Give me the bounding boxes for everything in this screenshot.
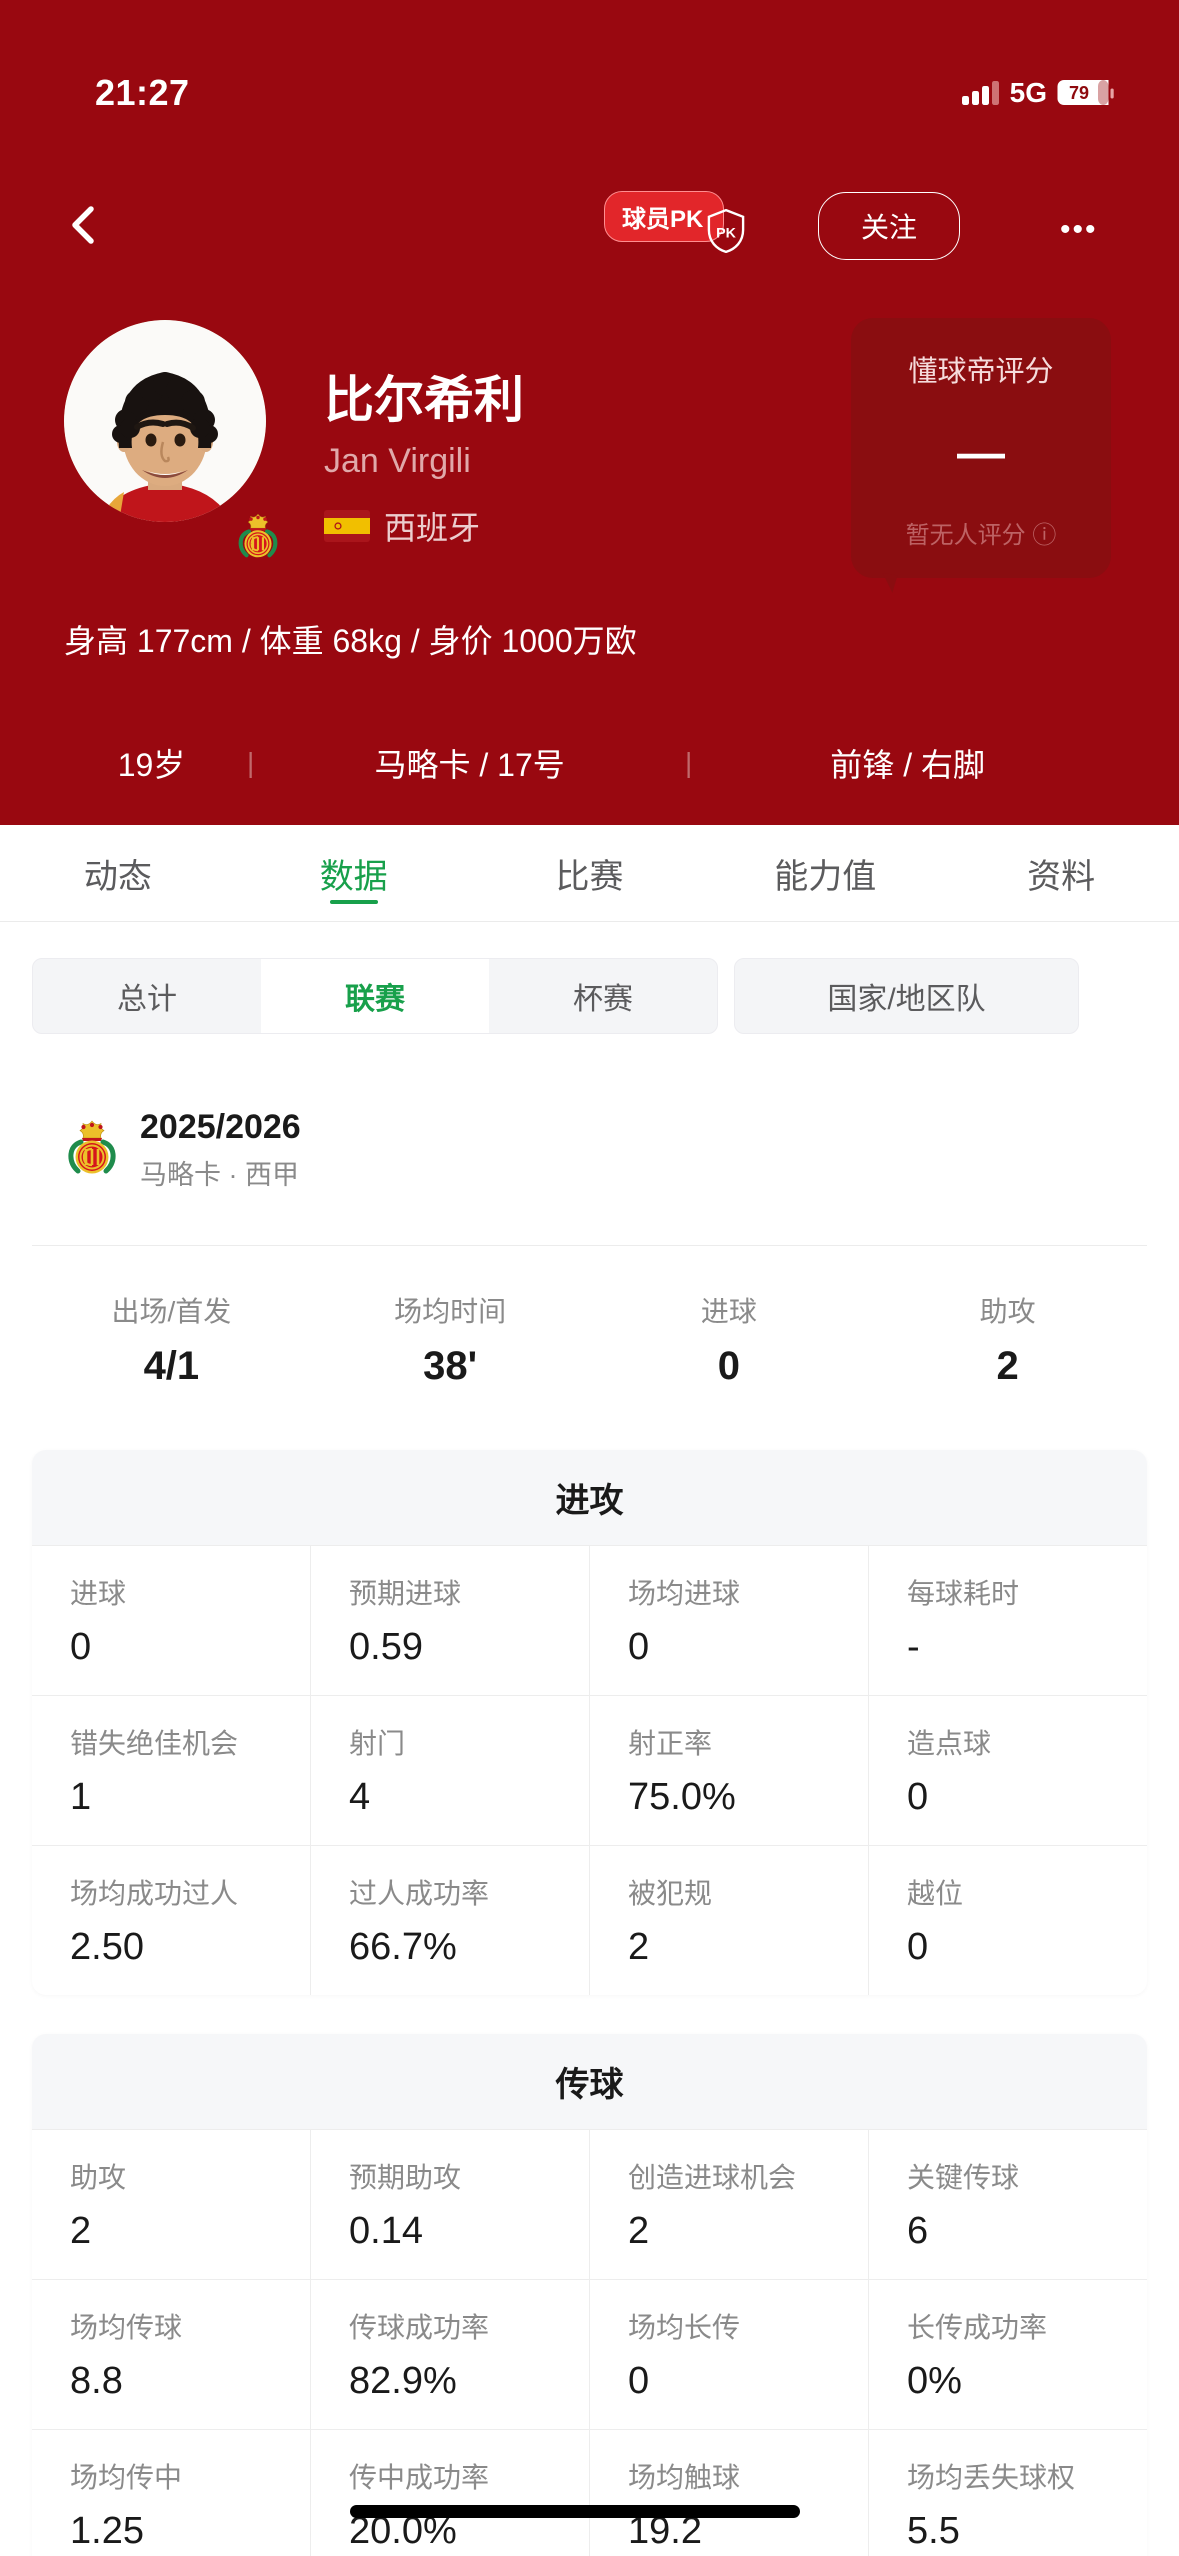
svg-text:PK: PK bbox=[716, 226, 737, 242]
svg-text:79: 79 bbox=[1069, 83, 1089, 103]
